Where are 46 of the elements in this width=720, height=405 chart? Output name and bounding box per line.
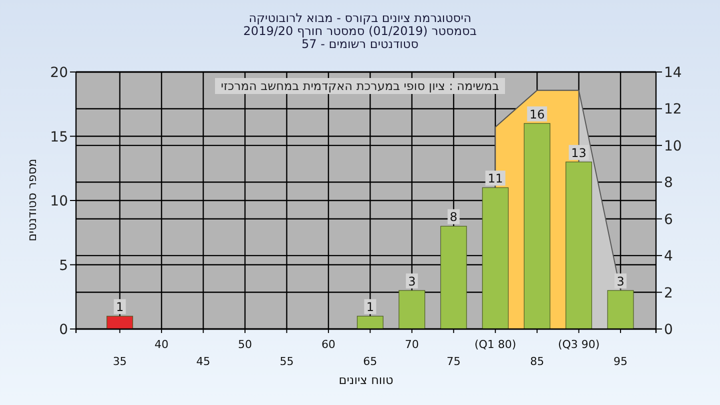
y2-tick-label: 8 <box>664 175 673 192</box>
y2-tick-label: 2 <box>664 285 673 302</box>
bar <box>440 226 467 330</box>
data-label: 8 <box>450 210 458 224</box>
x-tick-label: 70 <box>404 338 419 351</box>
x-tick-label: 60 <box>321 338 336 351</box>
y2-tick-label: 10 <box>664 138 682 154</box>
bar <box>356 316 384 330</box>
x-tick-label: 95 <box>614 355 628 368</box>
y-tick-label: 0 <box>59 322 68 338</box>
data-label: 16 <box>529 107 545 122</box>
x-tick-label: 55 <box>280 355 294 368</box>
x-tick-label: 50 <box>238 338 252 351</box>
y-tick-label: 15 <box>50 129 68 146</box>
y-tick-label: 10 <box>50 194 68 210</box>
x-tick-label: 85 <box>530 355 544 368</box>
y2-tick-label: 6 <box>664 212 673 228</box>
bar <box>524 123 550 330</box>
x-tick-label: (Q1 80) <box>474 338 516 351</box>
y2-tick-label: 14 <box>664 65 682 81</box>
x-tick-label: (Q3 90) <box>558 338 600 351</box>
annotation: במשימה : ציון סופי במערכת האקדמית במחשב המרכזי <box>220 79 500 93</box>
x-tick-label: 75 <box>446 355 461 368</box>
y-axis-title: מספר סטודנטים <box>25 158 39 242</box>
y2-tick-label: 0 <box>664 322 673 338</box>
bar <box>398 290 426 330</box>
x-tick-label: 40 <box>154 338 169 351</box>
data-label: 3 <box>408 274 416 288</box>
x-axis-title: טווח ציונים <box>338 373 394 387</box>
data-label: 11 <box>488 172 503 186</box>
y2-tick-label: 12 <box>664 102 682 118</box>
chart-title: היסטוגרמת ציונים בקורס - מבוא לרובוטיקה <box>248 11 472 25</box>
x-tick-label: 45 <box>196 355 210 368</box>
data-label: 13 <box>571 146 586 160</box>
chart-subtitle: בסמסטר (01/2019) סמסטר חורף 2019/20 סטודנטים רשומים - 57 <box>243 24 477 51</box>
y2-tick-label: 4 <box>664 248 673 265</box>
data-label: 1 <box>366 300 374 314</box>
x-tick-label: 35 <box>112 355 127 368</box>
y-tick-label: 20 <box>50 65 68 81</box>
bar <box>566 162 592 330</box>
data-label: 1 <box>116 300 124 314</box>
x-tick-label: 65 <box>363 355 378 368</box>
bar <box>106 316 134 330</box>
bar <box>607 290 634 330</box>
y-tick-label: 5 <box>59 258 68 274</box>
data-label: 3 <box>616 274 624 288</box>
